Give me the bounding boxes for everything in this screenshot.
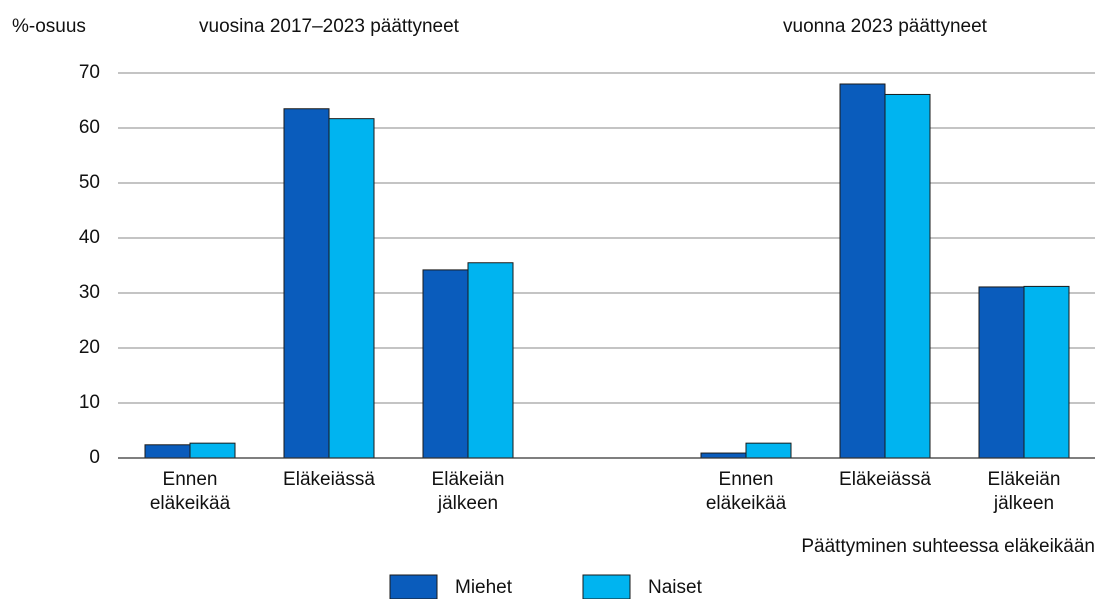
y-tick-label: 10 <box>79 392 100 413</box>
bar <box>422 269 469 459</box>
bar <box>1023 285 1070 459</box>
y-tick-label: 20 <box>79 337 100 358</box>
y-axis-label: %-osuus <box>12 16 86 37</box>
x-tick-label-line: Ennen <box>163 469 218 490</box>
x-tick-label: Ennen eläkeikää <box>150 469 231 514</box>
y-tick-label: 0 <box>89 447 100 468</box>
legend-swatch <box>582 574 631 599</box>
legend-swatch <box>389 574 438 599</box>
x-tick-label: Eläkeiän jälkeen <box>432 469 505 514</box>
x-tick-label-line: jälkeen <box>993 493 1054 514</box>
x-tick-label-line: Eläkeiän <box>432 469 505 490</box>
bar <box>839 83 886 459</box>
x-tick-label: Eläkeiässä <box>283 469 375 490</box>
y-tick-label: 30 <box>79 282 100 303</box>
x-tick-label-line: eläkeikää <box>150 493 231 514</box>
x-tick-label: Eläkeiän jälkeen <box>988 469 1061 514</box>
y-tick-label: 60 <box>79 117 100 138</box>
bar <box>467 262 514 459</box>
bar <box>884 93 931 459</box>
bar <box>189 442 236 459</box>
x-tick-label-line: Eläkeiässä <box>283 469 375 490</box>
bar <box>328 118 375 459</box>
y-tick-label: 40 <box>79 227 100 248</box>
bar <box>745 442 792 459</box>
panel-title: vuosina 2017–2023 päättyneet <box>199 16 460 37</box>
x-tick-label-line: jälkeen <box>437 493 498 514</box>
x-tick-label-line: Ennen <box>719 469 774 490</box>
legend-label: Naiset <box>648 577 703 598</box>
x-tick-label-line: eläkeikää <box>706 493 787 514</box>
panel-title: vuonna 2023 päättyneet <box>783 16 988 37</box>
bar <box>144 444 191 459</box>
bar <box>283 108 330 459</box>
x-axis-label: Päättyminen suhteessa eläkeikään <box>801 536 1095 557</box>
x-tick-label: Ennen eläkeikää <box>706 469 787 514</box>
legend-label: Miehet <box>455 577 513 598</box>
x-tick-label-line: Eläkeiän <box>988 469 1061 490</box>
y-tick-label: 70 <box>79 62 100 83</box>
bar <box>978 286 1025 459</box>
x-tick-label: Eläkeiässä <box>839 469 931 490</box>
bar <box>700 452 747 459</box>
y-tick-label: 50 <box>79 172 100 193</box>
x-tick-label-line: Eläkeiässä <box>839 469 931 490</box>
